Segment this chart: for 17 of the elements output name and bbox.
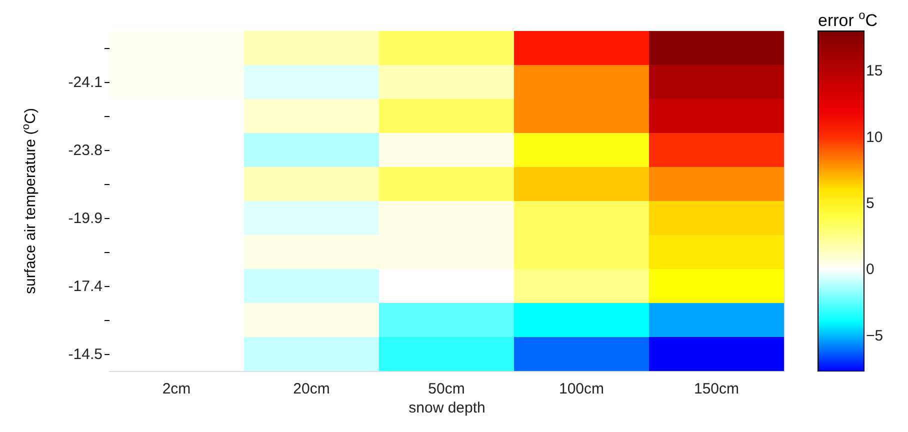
color-bar-label: 0 [866,261,874,278]
x-tick-label: 2cm [162,380,191,398]
y-tick-label: -23.8 [68,142,102,159]
y-tick-label: -19.9 [68,210,102,227]
y-tick-label: -24.1 [68,74,102,91]
y-tick-label: -14.5 [68,346,102,363]
x-axis-title: snow depth [408,400,486,416]
x-tick-label: 50cm [428,380,465,398]
y-tick-label: -17.4 [68,278,102,295]
color-bar-label: −5 [866,327,884,344]
color-bar-label: 5 [866,194,874,212]
x-tick-label: 20cm [293,380,330,398]
color-bar-label: 10 [866,128,883,146]
color-bar-label: 15 [866,62,883,80]
y-axis-title: surface air temperature (oC) [20,108,39,294]
x-tick-label: 100cm [558,380,604,398]
x-tick-label: 150cm [694,380,740,398]
